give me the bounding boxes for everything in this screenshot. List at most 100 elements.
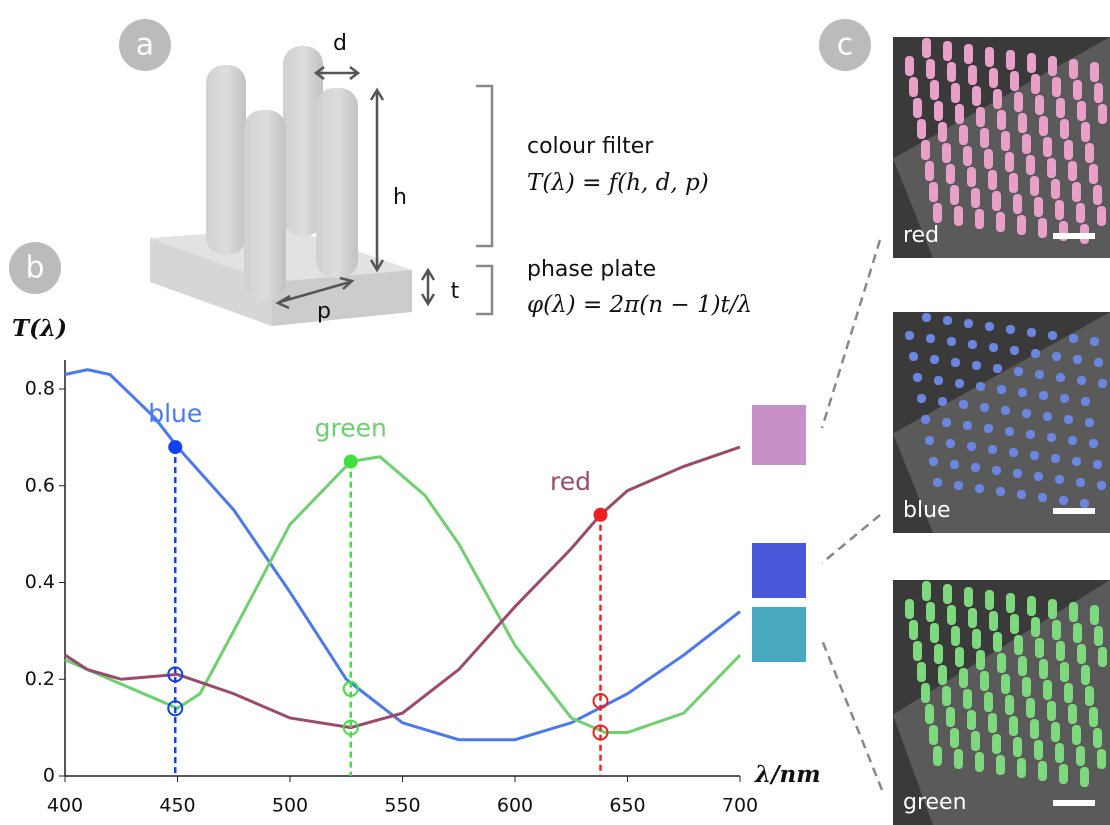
pillar [951,83,960,103]
pillar [1034,740,1043,760]
pillar [993,632,1002,652]
plate-formula: φ(λ) = 2π(n − 1)t/λ [527,292,752,318]
pillar [1080,499,1089,508]
marker-label: red [550,467,591,496]
pillar [938,665,947,685]
pillar [1026,698,1035,718]
pillar [1027,328,1036,337]
pillar [1022,677,1031,697]
pillar [1085,686,1094,706]
pillar [1014,635,1023,655]
pillar [1038,218,1047,238]
pillar [1017,215,1026,235]
swatch [752,543,806,598]
pillar [997,653,1006,673]
pillar [984,424,993,433]
pillar [988,170,997,190]
pillar [1048,331,1057,340]
pillar [1072,725,1081,745]
pillar [930,623,939,643]
pillar [968,608,977,628]
sem-label: blue [903,498,951,523]
pillar [938,397,947,406]
pillar [955,104,964,124]
pillar [1051,179,1060,199]
pillar [1098,379,1107,388]
pillar [943,584,952,604]
pillar [959,400,968,409]
swatch [752,607,806,662]
pillar [1060,394,1069,403]
pillar [1001,131,1010,151]
pillar [950,728,959,748]
pillar [1017,758,1026,778]
x-tick-label: 450 [159,795,195,817]
pillar [1060,119,1069,139]
pillar [1056,373,1065,382]
pillar [1064,415,1073,424]
pillar [1027,596,1036,616]
pillar [942,686,951,706]
pillar [1026,430,1035,439]
pillar [985,47,994,67]
pillar [1055,200,1064,220]
pillar [1098,647,1107,667]
pillar [1027,53,1036,73]
pillar [1076,478,1085,487]
pillar [1068,161,1077,181]
sem-label: green [903,790,967,815]
pillar [933,746,942,766]
pillar [929,182,938,202]
pillar [1039,391,1048,400]
pillar [1089,164,1098,184]
filter-formula: T(λ) = f(h, d, p) [527,170,709,196]
pillar [989,611,998,631]
pillar [1093,728,1102,748]
pillar [967,442,976,451]
y-tick-label: 0.8 [25,378,55,400]
pillar [946,439,955,448]
pillar [1047,701,1056,721]
pillar [1076,746,1085,766]
pillar [925,704,934,724]
pillar [988,713,997,733]
pillar [1080,767,1089,787]
x-tick-label: 500 [272,795,308,817]
pillar [926,602,935,622]
scale-bar [1053,508,1095,514]
panel-label: a [136,28,154,63]
pillar [1052,352,1061,361]
pillar [1055,743,1064,763]
pillar [1047,158,1056,178]
pillar [980,671,989,691]
pillar [913,373,922,382]
pillar [917,662,926,682]
pillar [1097,481,1106,490]
pillar [930,80,939,100]
pillar [1060,662,1069,682]
marker [594,508,608,522]
pillar [959,668,968,688]
pillar [1013,469,1022,478]
pillar [1005,152,1014,172]
x-tick-label: 400 [47,795,83,817]
pillar [929,725,938,745]
pillar [922,313,931,322]
pillar [922,581,931,601]
pillar [917,119,926,139]
pillar [1018,113,1027,133]
pillar [1064,140,1073,160]
h-label: h [393,185,407,210]
pillar [938,122,947,142]
panel-label: b [25,251,44,286]
pillar [921,140,930,160]
pillar [1077,376,1086,385]
pillar [1009,716,1018,736]
t-label: t [451,279,460,304]
pillar [993,89,1002,109]
pillar [1093,185,1102,205]
pillar [1089,707,1098,727]
pillar [971,188,980,208]
pillar [1077,101,1086,121]
